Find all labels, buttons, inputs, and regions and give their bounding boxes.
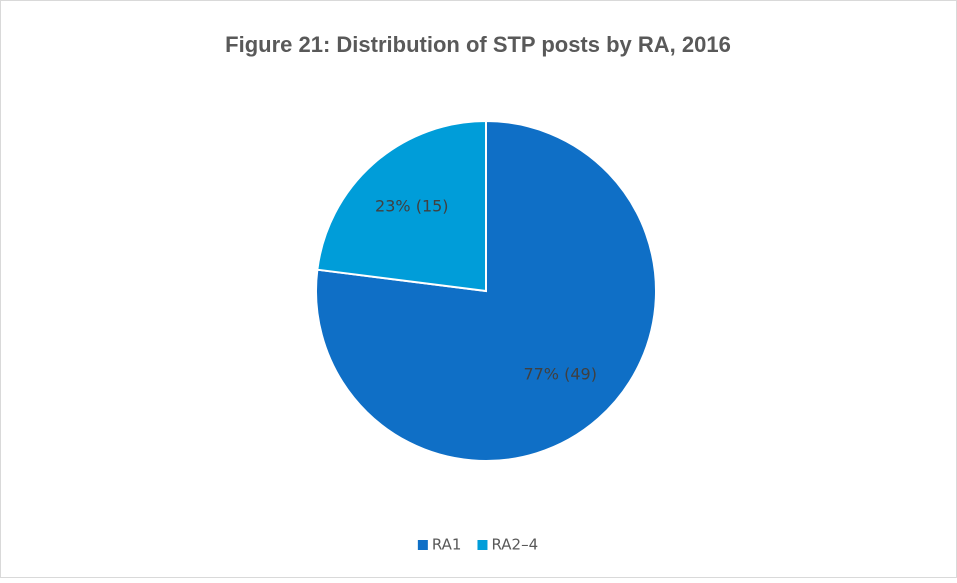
legend-label: RA1 — [432, 536, 462, 554]
pie-slice — [315, 119, 657, 462]
data-label: 77% (49) — [523, 365, 597, 384]
legend-swatch — [417, 540, 428, 550]
legend-label: RA2–4 — [491, 536, 538, 554]
legend-swatch — [477, 540, 488, 550]
pie-slice — [316, 119, 487, 293]
chart-title: Figure 21: Distribution of STP posts by … — [225, 32, 731, 57]
data-label: 23% (15) — [375, 196, 449, 215]
